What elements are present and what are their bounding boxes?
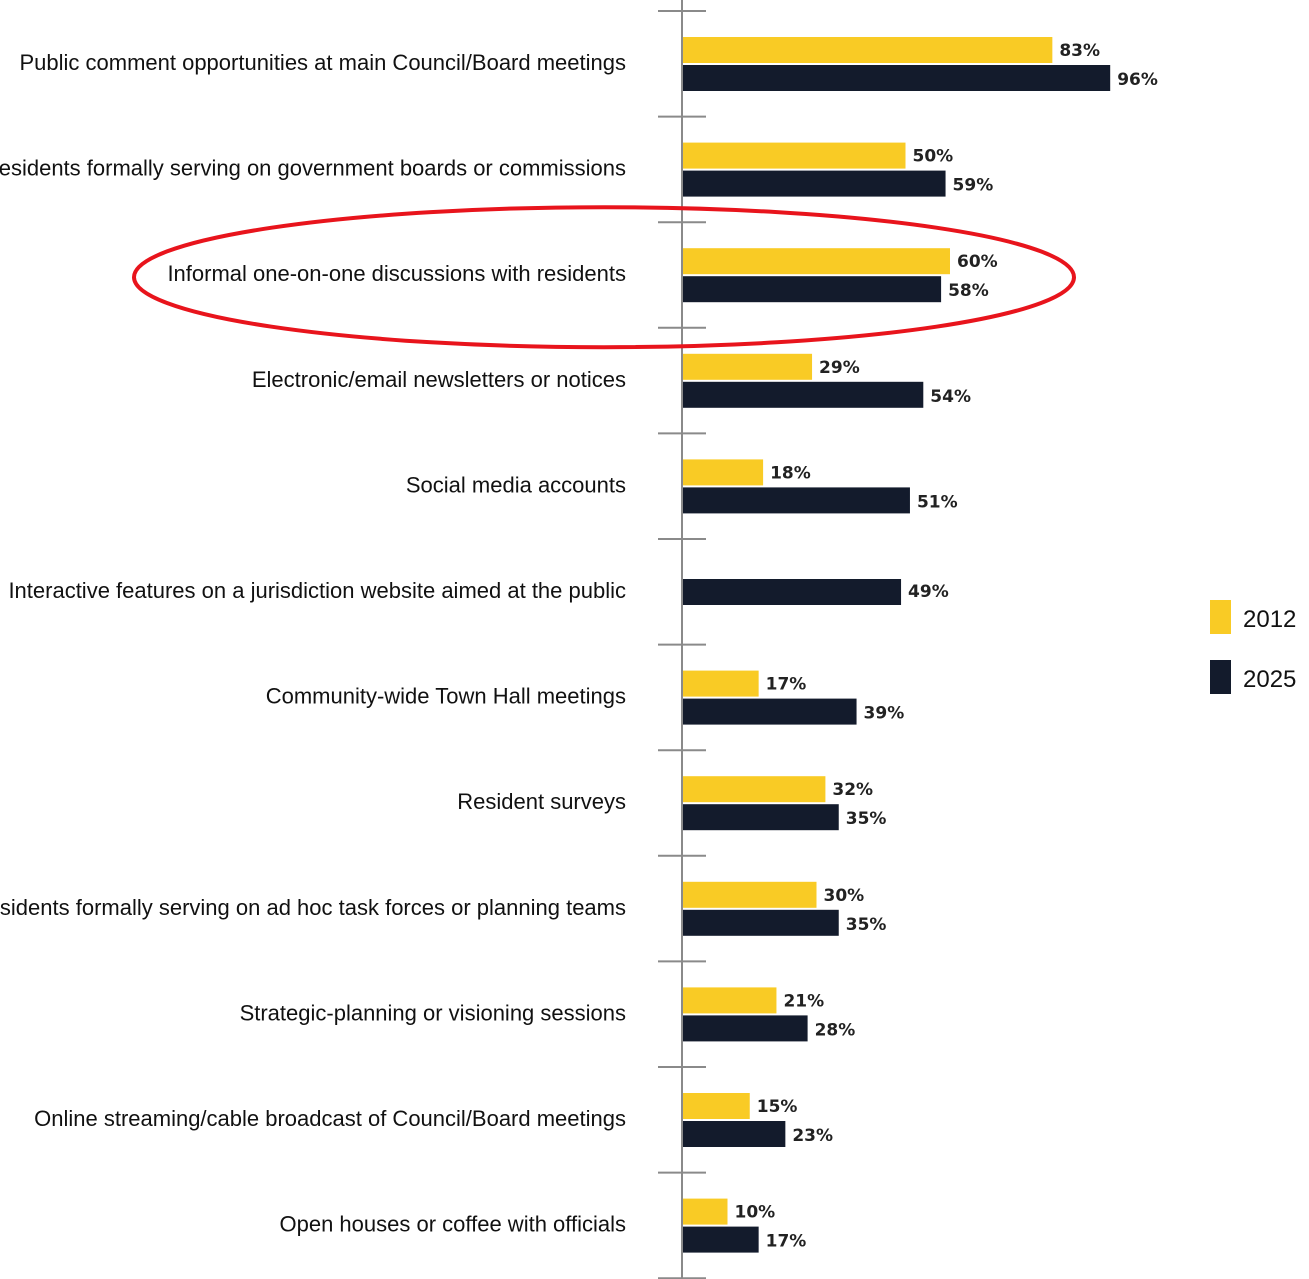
category-label: Open houses or coffee with officials	[280, 1212, 627, 1237]
value-label-2025: 39%	[864, 704, 905, 724]
bar-2012	[683, 1198, 728, 1225]
bar-2012	[683, 987, 777, 1014]
bar-2012	[683, 881, 817, 908]
bar-2025	[683, 579, 902, 605]
value-label-2025: 54%	[930, 387, 971, 407]
value-label-2012: 83%	[1059, 41, 1100, 61]
value-label-2012: 17%	[766, 675, 807, 695]
value-label-2025: 35%	[846, 809, 887, 829]
category-label: Resident surveys	[457, 789, 626, 814]
labels: Public comment opportunities at main Cou…	[0, 41, 1158, 1252]
bar-2025	[683, 804, 839, 831]
value-label-2025: 35%	[846, 915, 887, 935]
bar-2012	[683, 670, 759, 697]
category-label: Residents formally serving on government…	[0, 156, 626, 181]
bar-2025	[683, 65, 1111, 91]
legend-swatch-2012	[1210, 600, 1231, 634]
value-label-2012: 50%	[913, 147, 954, 167]
legend-swatch-2025	[1210, 660, 1231, 694]
category-label: Public comment opportunities at main Cou…	[19, 50, 626, 75]
legend: 2012 2025	[1210, 600, 1296, 694]
category-label: Residents formally serving on ad hoc tas…	[0, 895, 626, 920]
category-label: Informal one-on-one discussions with res…	[167, 261, 626, 286]
category-label: Community-wide Town Hall meetings	[266, 684, 626, 709]
bar-2012	[683, 1093, 750, 1119]
value-label-2025: 59%	[953, 176, 994, 196]
bar-2025	[683, 487, 910, 514]
bar-2025	[683, 698, 857, 725]
category-label: Strategic-planning or visioning sessions	[240, 1000, 626, 1025]
bar-2025	[683, 1226, 759, 1253]
category-label: Interactive features on a jurisdiction w…	[8, 578, 626, 603]
value-label-2012: 15%	[757, 1097, 798, 1117]
value-label-2025: 17%	[766, 1232, 807, 1252]
value-label-2025: 51%	[917, 492, 958, 512]
value-label-2012: 18%	[770, 463, 811, 483]
category-label: Electronic/email newsletters or notices	[252, 367, 626, 392]
value-label-2025: 23%	[792, 1126, 833, 1146]
bar-2025	[683, 276, 942, 303]
bar-2025	[683, 909, 839, 936]
value-label-2025: 58%	[948, 281, 989, 301]
bar-2012	[683, 248, 950, 275]
value-label-2012: 29%	[819, 358, 860, 378]
value-label-2012: 21%	[783, 991, 824, 1011]
bar-2012	[683, 459, 764, 486]
highlight	[132, 205, 1076, 350]
bar-2012	[683, 37, 1053, 63]
axis	[658, 0, 706, 1279]
legend-label-2025: 2025	[1243, 666, 1296, 693]
value-label-2012: 10%	[735, 1203, 776, 1223]
bars	[683, 37, 1111, 1253]
legend-label-2012: 2012	[1243, 606, 1296, 633]
value-label-2025: 28%	[815, 1020, 856, 1040]
category-label: Social media accounts	[406, 472, 626, 497]
bar-2012	[683, 776, 826, 803]
bar-2012	[683, 142, 906, 169]
value-label-2012: 30%	[824, 886, 865, 906]
bar-2025	[683, 1121, 786, 1147]
bar-2025	[683, 381, 924, 408]
bar-2025	[683, 1015, 808, 1042]
highlight-ellipse	[132, 205, 1076, 350]
value-label-2025: 49%	[908, 582, 949, 602]
bar-2025	[683, 170, 946, 197]
category-label: Online streaming/cable broadcast of Coun…	[34, 1106, 626, 1131]
value-label-2012: 32%	[832, 780, 873, 800]
value-label-2025: 96%	[1117, 70, 1158, 90]
value-label-2012: 60%	[957, 252, 998, 272]
bar-2012	[683, 353, 813, 380]
